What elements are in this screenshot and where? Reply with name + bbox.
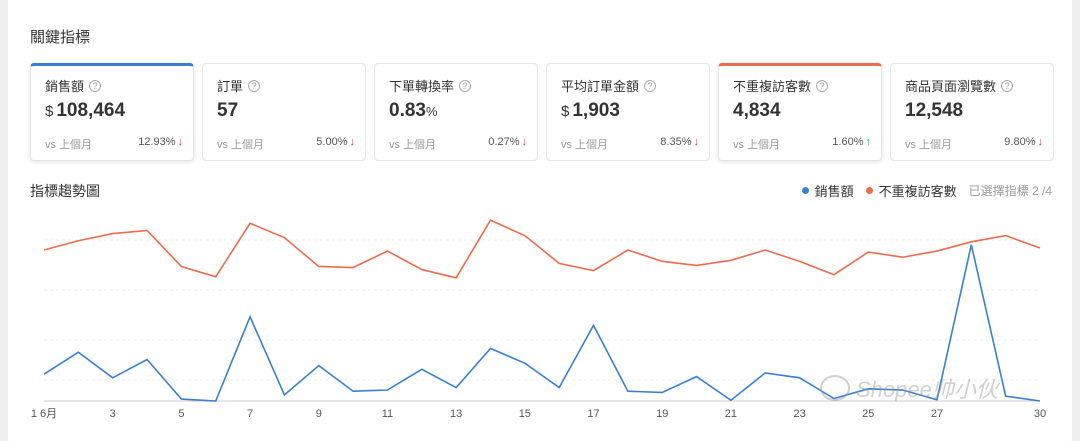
x-tick-label: 19 <box>656 408 668 420</box>
legend-dot-visitors <box>865 187 873 194</box>
x-tick-label: 11 <box>382 408 393 420</box>
metric-card[interactable]: 商品頁面瀏覽數? 12,548 vs 上個月 9.80% ↓ <box>890 63 1054 161</box>
chart-legend: 銷售額 不重複訪客數 已選擇指標 2 /4 <box>801 181 1052 200</box>
metric-value: $108,464 <box>45 100 125 122</box>
metric-number: 4,834 <box>733 100 781 121</box>
metric-card[interactable]: 不重複訪客數? 4,834 vs 上個月 1.60% ↑ <box>718 63 882 161</box>
x-tick-label: 23 <box>793 408 805 420</box>
arrow-down-icon: ↓ <box>1037 136 1044 148</box>
legend-label-sales: 銷售額 <box>814 184 854 199</box>
x-tick-label: 5 <box>178 408 184 420</box>
arrow-down-icon: ↓ <box>177 136 184 148</box>
metric-unit: % <box>425 104 438 119</box>
metric-value: 0.83% <box>389 100 438 122</box>
arrow-down-icon: ↓ <box>693 136 700 148</box>
x-tick-label: 3 <box>110 408 116 420</box>
metric-label-text: 訂單 <box>217 79 244 94</box>
change-percent: 12.93% ↓ <box>138 136 183 148</box>
comparison-label: vs 上個月 <box>389 139 437 151</box>
legend-label-visitors: 不重複訪客數 <box>878 184 957 199</box>
metric-number: 57 <box>217 100 239 121</box>
selected-metrics-count: 已選擇指標 2 /4 <box>968 184 1052 198</box>
series-line-sales <box>43 244 1041 402</box>
comparison-label: vs 上個月 <box>217 139 265 151</box>
x-tick-label: 13 <box>450 408 462 420</box>
metric-number: 1,903 <box>572 100 620 121</box>
x-tick-label: 17 <box>587 408 599 420</box>
change-percent: 1.60% ↑ <box>832 136 871 148</box>
help-icon[interactable]: ? <box>816 79 829 92</box>
help-icon[interactable]: ? <box>248 79 261 92</box>
watermark: Shopee帅小伙 <box>820 372 998 404</box>
arrow-down-icon: ↓ <box>349 136 356 148</box>
x-tick-label: 1 6月 <box>31 408 57 420</box>
x-tick-label: 30 <box>1034 408 1046 420</box>
key-metrics-panel: 關鍵指標 銷售額? $108,464 vs 上個月 12.93% ↓ 訂單? 57 vs 上個… <box>8 0 1072 441</box>
arrow-up-icon: ↑ <box>865 136 872 148</box>
x-tick-label: 9 <box>316 408 322 420</box>
comparison-label: vs 上個月 <box>561 139 609 151</box>
comparison-label: vs 上個月 <box>905 139 953 151</box>
metric-number: 12,548 <box>905 100 964 121</box>
trend-line-chart: 1 6月 3 5 7 9 11 13 15 17 19 21 23 25 27 30 <box>31 219 1046 420</box>
trend-chart-title: 指標趨勢圖 <box>30 183 100 199</box>
metric-label-text: 不重複訪客數 <box>733 79 812 94</box>
metric-number: 0.83 <box>389 100 426 121</box>
comparison-label: vs 上個月 <box>45 139 93 151</box>
x-tick-label: 7 <box>247 408 253 420</box>
change-percent: 9.80% ↓ <box>1004 136 1043 148</box>
metric-label: 商品頁面瀏覽數? <box>905 76 1014 95</box>
change-value: 12.93% <box>138 136 176 148</box>
metric-value: 57 <box>217 100 238 122</box>
watermark-text: Shopee帅小伙 <box>856 377 998 402</box>
metric-label: 訂單? <box>217 76 261 95</box>
help-icon[interactable]: ? <box>459 79 472 92</box>
legend-dot-sales <box>801 187 809 194</box>
series-line-visitors <box>43 219 1041 279</box>
metric-label-text: 銷售額 <box>45 79 85 94</box>
metric-card[interactable]: 訂單? 57 vs 上個月 5.00% ↓ <box>202 63 366 161</box>
metric-label: 銷售額? <box>45 76 102 95</box>
metric-label-text: 平均訂單金額 <box>561 79 640 94</box>
x-tick-label: 21 <box>725 408 737 420</box>
x-tick-label: 15 <box>519 408 531 420</box>
metric-value: 4,834 <box>733 100 781 122</box>
metric-label: 平均訂單金額? <box>561 76 657 95</box>
metric-card[interactable]: 銷售額? $108,464 vs 上個月 12.93% ↓ <box>30 63 194 161</box>
change-value: 1.60% <box>832 136 864 148</box>
help-icon[interactable]: ? <box>1001 79 1014 92</box>
change-value: 9.80% <box>1004 136 1036 148</box>
currency-symbol: $ <box>561 103 570 120</box>
metric-label-text: 下單轉換率 <box>389 79 455 94</box>
wechat-icon <box>820 375 850 401</box>
help-icon[interactable]: ? <box>644 79 657 92</box>
x-tick-label: 25 <box>862 408 874 420</box>
legend-item-sales[interactable]: 銷售額 <box>801 181 854 200</box>
metric-label: 不重複訪客數? <box>733 76 829 95</box>
comparison-label: vs 上個月 <box>733 139 781 151</box>
metric-label: 下單轉換率? <box>389 76 472 95</box>
change-percent: 8.35% ↓ <box>660 136 699 148</box>
change-value: 8.35% <box>660 136 692 148</box>
help-icon[interactable]: ? <box>89 79 102 92</box>
change-value: 0.27% <box>488 136 520 148</box>
change-percent: 5.00% ↓ <box>316 136 355 148</box>
metric-card[interactable]: 平均訂單金額? $1,903 vs 上個月 8.35% ↓ <box>546 63 710 161</box>
legend-item-visitors[interactable]: 不重複訪客數 <box>865 181 957 200</box>
metric-label-text: 商品頁面瀏覽數 <box>905 79 997 94</box>
metric-number: 108,464 <box>56 100 126 121</box>
metric-card[interactable]: 下單轉換率? 0.83% vs 上個月 0.27% ↓ <box>374 63 538 161</box>
metric-value: $1,903 <box>561 100 620 122</box>
change-percent: 0.27% ↓ <box>488 136 527 148</box>
x-tick-label: 27 <box>931 408 943 420</box>
arrow-down-icon: ↓ <box>521 136 528 148</box>
section-title: 關鍵指標 <box>30 29 91 46</box>
metric-value: 12,548 <box>905 100 963 122</box>
metric-cards: 銷售額? $108,464 vs 上個月 12.93% ↓ 訂單? 57 vs 上個月 5.00… <box>30 63 1054 161</box>
change-value: 5.00% <box>316 136 348 148</box>
currency-symbol: $ <box>45 103 54 120</box>
